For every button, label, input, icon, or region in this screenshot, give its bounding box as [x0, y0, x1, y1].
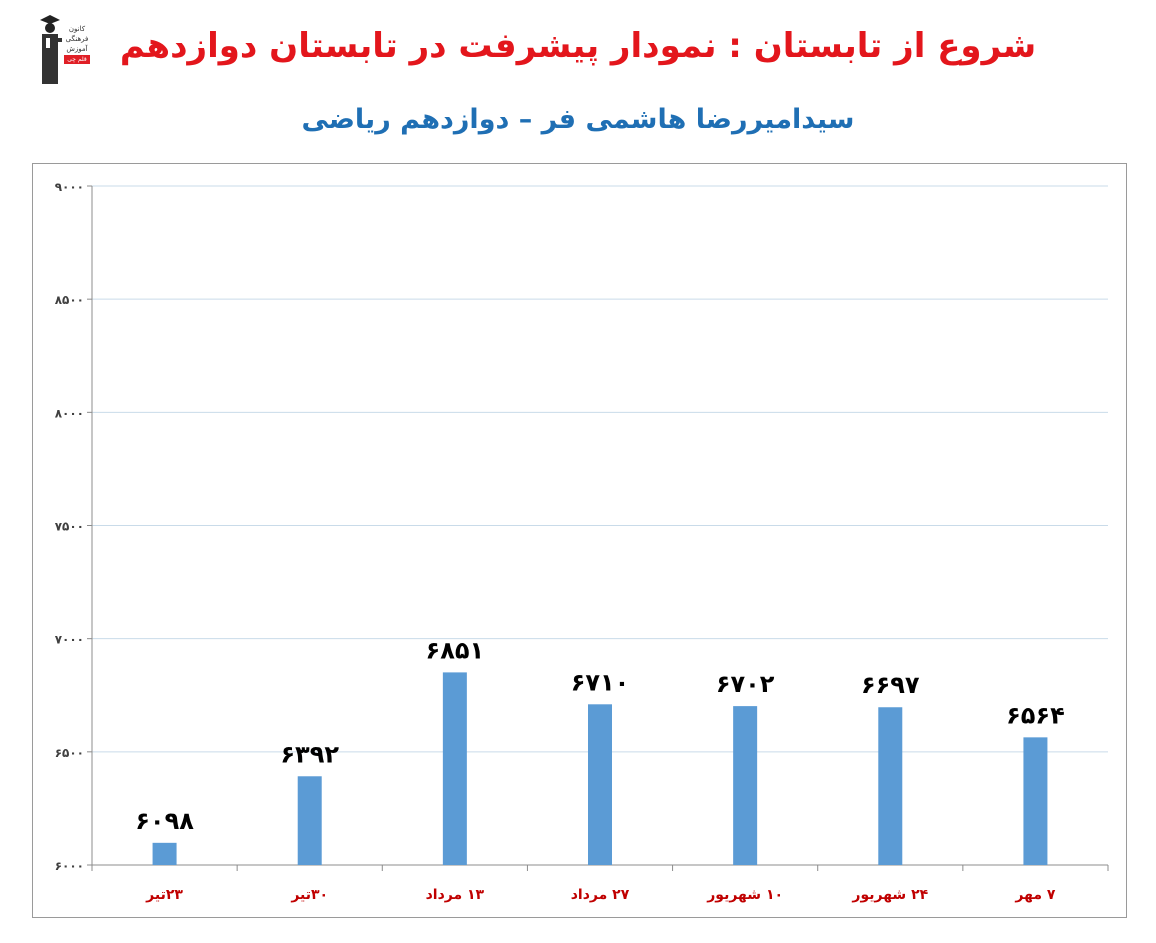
data-label: ۶۵۶۴	[1006, 701, 1065, 729]
logo-line-1: کانون	[68, 25, 86, 33]
bars	[152, 672, 1048, 865]
y-tick-label: ۸۰۰۰	[55, 406, 84, 420]
labels: ۶۰۰۰ ۶۵۰۰ ۷۰۰۰ ۷۵۰۰ ۸۰۰۰ ۸۵۰۰ ۹۰۰۰ ۶۰۹۸ ۲۳تیر ۶۳۹…	[55, 180, 1065, 903]
bar	[297, 776, 322, 865]
logo-line-2: فرهنگی	[65, 35, 89, 43]
x-tick-label: ۲۴ شهریور	[851, 887, 928, 903]
logo-text: کانون فرهنگی آموزش قلم چی	[62, 24, 92, 64]
data-label: ۶۶۹۷	[861, 671, 920, 699]
bar	[1023, 737, 1048, 865]
x-tick-label: ۱۰ شهریور	[706, 887, 783, 903]
grid-lines	[92, 185, 1108, 753]
data-label: ۶۸۵۱	[426, 636, 485, 664]
logo: کانون فرهنگی آموزش قلم چی	[36, 14, 90, 86]
bar	[152, 842, 177, 865]
bar	[588, 704, 612, 865]
x-tick-label: ۱۳ مرداد	[426, 887, 485, 903]
x-tick-label: ۲۳تیر	[145, 887, 183, 903]
x-tick-label: ۳۰تیر	[290, 887, 328, 903]
graduate-figure-icon	[40, 15, 62, 84]
x-tick-label: ۲۷ مرداد	[571, 887, 630, 903]
y-tick-label: ۹۰۰۰	[55, 180, 84, 194]
logo-badge: قلم چی	[64, 55, 90, 64]
logo-line-3: آموزش	[66, 45, 88, 53]
page-subtitle: سیدامیررضا هاشمی فر – دوازدهم ریاضی	[301, 104, 855, 135]
data-label: ۶۳۹۲	[280, 740, 339, 768]
x-tick-label: ۷ مهر	[1014, 887, 1056, 903]
y-tick-label: ۷۰۰۰	[55, 633, 84, 647]
bar	[442, 672, 467, 865]
y-tick-label: ۶۵۰۰	[55, 746, 84, 760]
data-label: ۶۰۹۸	[135, 807, 194, 835]
data-label: ۶۷۰۲	[716, 670, 775, 698]
bar	[878, 707, 903, 865]
y-tick-label: ۸۵۰۰	[55, 293, 84, 307]
bar	[733, 706, 758, 865]
y-tick-label: ۷۵۰۰	[55, 520, 84, 534]
chart-frame	[32, 163, 1127, 918]
y-tick-label: ۶۰۰۰	[55, 859, 84, 873]
page-title: شروع از تابستان : نمودار پیشرفت در تابست…	[119, 26, 1037, 66]
data-label: ۶۷۱۰	[571, 668, 630, 696]
